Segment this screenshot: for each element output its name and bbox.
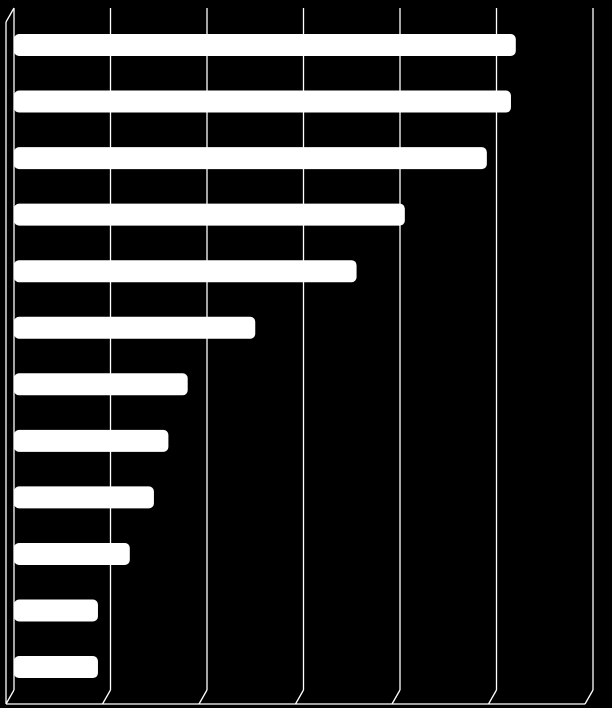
- bar-10: [14, 542, 130, 565]
- floor-tick-0: [5, 689, 15, 705]
- left-wall-top-edge: [5, 7, 15, 23]
- floor-tick-3: [294, 689, 305, 705]
- bar-9: [14, 486, 154, 509]
- bar-6: [14, 316, 256, 339]
- bar-3: [14, 147, 487, 170]
- bar-2: [14, 90, 511, 113]
- gridlines: [5, 8, 594, 705]
- bar-7: [14, 373, 188, 396]
- bar-5: [14, 260, 357, 283]
- floor-tick-2: [198, 689, 208, 705]
- floor-tick-6: [584, 689, 594, 705]
- bar-8: [14, 429, 169, 452]
- bar-4: [14, 203, 405, 226]
- bars: [14, 34, 516, 679]
- floor-tick-1: [101, 689, 112, 705]
- bar-11: [14, 599, 98, 622]
- floor-tick-4: [391, 689, 401, 705]
- floor-tick-5: [487, 689, 498, 705]
- plot-frame: [5, 7, 585, 705]
- bar-12: [14, 656, 98, 679]
- bar-1: [14, 34, 516, 56]
